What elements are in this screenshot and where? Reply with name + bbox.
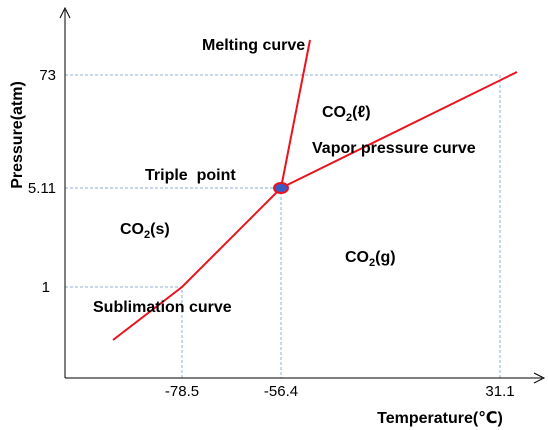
melting-curve xyxy=(280,39,311,189)
y-axis xyxy=(59,6,71,378)
curve-label: Vapor pressure curve xyxy=(312,140,476,157)
y-axis-label: Pressure(atm) xyxy=(9,81,26,189)
triple-point-label: Triple point xyxy=(145,167,236,184)
curve-label: Melting curve xyxy=(202,37,305,54)
subscript: 2 xyxy=(144,229,150,241)
subscript: 2 xyxy=(346,112,352,124)
formula: CO xyxy=(322,104,346,121)
x-axis xyxy=(65,372,546,384)
y-tick-label: 73 xyxy=(39,67,56,84)
y-tick-label: 1 xyxy=(42,279,50,296)
vapor-pressure-curve xyxy=(280,71,518,189)
region-label: CO2(s) xyxy=(120,221,170,241)
region-label: CO2(ℓ) xyxy=(322,104,371,124)
formula: CO xyxy=(345,249,369,266)
x-axis-label: Temperature(℃) xyxy=(377,410,503,427)
region-label: CO2(g) xyxy=(345,249,396,269)
sublimation-curve xyxy=(112,187,282,341)
x-tick-label: -78.5 xyxy=(165,383,199,400)
x-tick-label: -56.4 xyxy=(264,383,298,400)
state: (s) xyxy=(150,221,170,238)
triple-point-marker xyxy=(273,182,289,194)
formula: CO xyxy=(120,221,144,238)
guide-line xyxy=(65,74,501,378)
subscript: 2 xyxy=(369,257,375,269)
guide-line xyxy=(65,187,282,378)
curve-label: Sublimation curve xyxy=(93,299,232,316)
y-tick-label: 5.11 xyxy=(28,180,56,197)
state: (ℓ) xyxy=(352,104,370,121)
x-tick-label: 31.1 xyxy=(485,383,514,400)
state: (g) xyxy=(375,249,395,266)
